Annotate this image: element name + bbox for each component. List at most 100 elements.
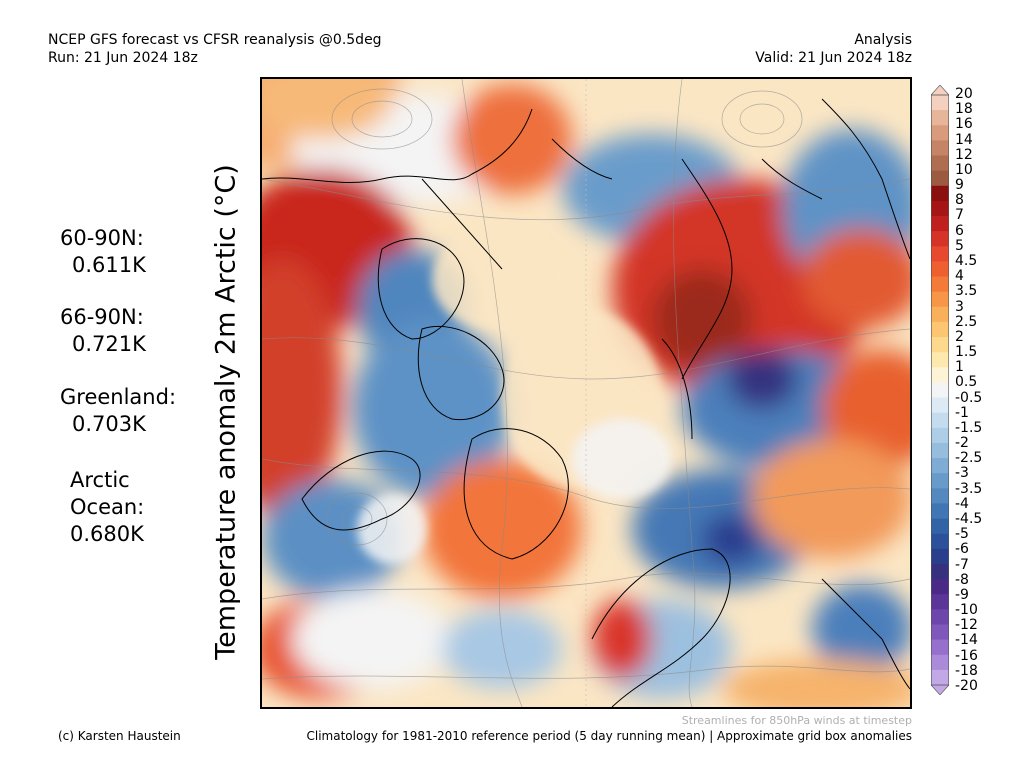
colorbar-tick-label: -0.5 bbox=[955, 389, 983, 406]
colorbar-swatch bbox=[931, 563, 949, 580]
stat-value: 0.680K bbox=[70, 522, 144, 546]
model-title: NCEP GFS forecast vs CFSR reanalysis @0.… bbox=[48, 32, 382, 48]
colorbar-tick-label: -2.5 bbox=[955, 450, 983, 467]
colorbar-swatch bbox=[931, 140, 949, 157]
colorbar-swatch bbox=[931, 125, 949, 141]
climatology-note: Climatology for 1981-2010 reference peri… bbox=[306, 729, 913, 743]
colorbar-swatch bbox=[931, 200, 949, 217]
axis-title: Temperature anomaly 2m Arctic (°C) bbox=[210, 164, 242, 660]
colorbar-swatch bbox=[931, 488, 949, 504]
stat-label-2: Ocean: bbox=[70, 495, 145, 519]
colorbar-swatch bbox=[931, 367, 949, 383]
stat-arctic-ocean: Arctic Ocean: 0.680K bbox=[70, 467, 144, 548]
colorbar-swatch bbox=[931, 503, 949, 520]
colorbar-swatch bbox=[931, 216, 949, 232]
colorbar-swatch bbox=[931, 412, 949, 429]
colorbar-swatch bbox=[931, 579, 949, 595]
colorbar-tick-label: -16 bbox=[955, 647, 978, 664]
colorbar-tick-label: -14 bbox=[955, 632, 978, 649]
colorbar-tick-label: -1.5 bbox=[955, 419, 983, 436]
colorbar-swatch bbox=[931, 337, 949, 353]
colorbar-tick-label: -1 bbox=[955, 404, 969, 421]
streamline-note: Streamlines for 850hPa winds at timestep bbox=[681, 714, 912, 727]
colorbar-tick-label: 12 bbox=[955, 146, 973, 163]
stat-value: 0.703K bbox=[72, 412, 146, 436]
colorbar-swatch bbox=[931, 624, 949, 641]
colorbar-tick-label: 4.5 bbox=[955, 252, 978, 269]
colorbar-swatch bbox=[931, 639, 949, 656]
stat-label: 66-90N: bbox=[60, 305, 144, 329]
colorbar-swatch bbox=[931, 352, 949, 368]
colorbar-tick-label: -4 bbox=[955, 495, 969, 512]
colorbar-swatch bbox=[931, 321, 949, 338]
stat-66-90n: 66-90N: 0.721K bbox=[60, 304, 146, 358]
header-left: NCEP GFS forecast vs CFSR reanalysis @0.… bbox=[48, 31, 382, 67]
colorbar-tick-label: -18 bbox=[955, 662, 978, 679]
colorbar-tick-label: 5 bbox=[955, 237, 964, 254]
colorbar-swatch bbox=[931, 669, 949, 686]
colorbar-tick-label: -5 bbox=[955, 526, 969, 543]
valid-time: Valid: 21 Jun 2024 18z bbox=[755, 50, 912, 66]
analysis-label: Analysis bbox=[854, 32, 912, 48]
colorbar-tick-label: -8 bbox=[955, 571, 969, 588]
colorbar-swatch bbox=[931, 155, 949, 172]
stat-value: 0.611K bbox=[72, 253, 146, 277]
stat-value: 0.721K bbox=[72, 332, 146, 356]
colorbar-tick-label: -3 bbox=[955, 465, 969, 482]
colorbar-swatch bbox=[931, 442, 949, 459]
colorbar-tick-label: 9 bbox=[955, 177, 964, 194]
colorbar-swatch bbox=[931, 382, 949, 399]
colorbar-tick-label: 10 bbox=[955, 161, 973, 178]
stat-label: Arctic bbox=[70, 468, 130, 492]
colorbar-extend-min bbox=[931, 684, 949, 695]
colorbar-tick-label: 3 bbox=[955, 298, 964, 315]
colorbar-tick-label: -7 bbox=[955, 556, 969, 573]
stat-label: Greenland: bbox=[60, 385, 177, 409]
colorbar-tick-label: -10 bbox=[955, 602, 978, 619]
colorbar-tick-label: -20 bbox=[955, 678, 978, 694]
map-canvas bbox=[262, 79, 910, 707]
colorbar-swatch bbox=[931, 246, 949, 262]
anomaly-map bbox=[260, 77, 912, 709]
colorbar-swatch bbox=[931, 110, 949, 126]
colorbar-tick-label: 18 bbox=[955, 101, 973, 118]
colorbar-swatch bbox=[931, 276, 949, 293]
colorbar bbox=[931, 85, 949, 695]
colorbar-tick-label: 8 bbox=[955, 192, 964, 209]
colorbar-tick-label: 3.5 bbox=[955, 283, 978, 300]
colorbar-swatch bbox=[931, 427, 949, 444]
stat-label: 60-90N: bbox=[60, 226, 144, 250]
colorbar-tick-label: 1 bbox=[955, 359, 964, 376]
colorbar-tick-label: 20 bbox=[955, 86, 973, 102]
colorbar-tick-label: -2 bbox=[955, 435, 969, 452]
stat-60-90n: 60-90N: 0.611K bbox=[60, 225, 146, 279]
colorbar-swatch bbox=[931, 95, 949, 111]
colorbar-extend-max bbox=[931, 85, 949, 96]
colorbar-tick-label: 7 bbox=[955, 207, 964, 224]
credit: (c) Karsten Haustein bbox=[58, 729, 181, 743]
colorbar-tick-label: 0.5 bbox=[955, 374, 978, 391]
colorbar-tick-label: -9 bbox=[955, 586, 969, 603]
colorbar-swatch bbox=[931, 261, 949, 278]
colorbar-swatch bbox=[931, 548, 949, 565]
colorbar-tick-label: 2 bbox=[955, 328, 964, 345]
run-time: Run: 21 Jun 2024 18z bbox=[48, 50, 198, 66]
colorbar-tick-label: -12 bbox=[955, 617, 978, 634]
colorbar-swatch bbox=[931, 306, 949, 323]
colorbar-tick-label: 4 bbox=[955, 268, 964, 285]
colorbar-tick-label: -4.5 bbox=[955, 511, 983, 528]
colorbar-tick-label: 16 bbox=[955, 116, 973, 133]
colorbar-swatch bbox=[931, 170, 949, 187]
colorbar-tick-label: 6 bbox=[955, 222, 964, 239]
colorbar-tick-label: -6 bbox=[955, 541, 969, 558]
colorbar-swatch bbox=[931, 654, 949, 671]
colorbar-swatch bbox=[931, 609, 949, 625]
colorbar-tick-label: 1.5 bbox=[955, 344, 978, 361]
header-right: Analysis Valid: 21 Jun 2024 18z bbox=[755, 31, 912, 67]
colorbar-swatch bbox=[931, 397, 949, 414]
colorbar-tick-label: -3.5 bbox=[955, 480, 983, 497]
colorbar-tick-label: 2.5 bbox=[955, 313, 978, 330]
colorbar-swatch bbox=[931, 185, 949, 202]
colorbar-swatch bbox=[931, 473, 949, 489]
colorbar-swatch bbox=[931, 533, 949, 550]
